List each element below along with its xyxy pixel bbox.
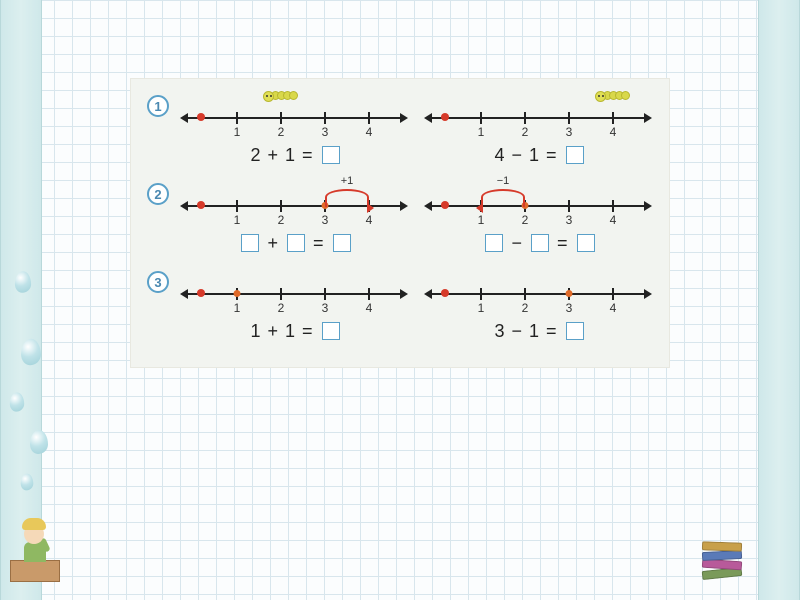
books-illustration (702, 536, 748, 578)
tick-label: 1 (478, 213, 485, 227)
tick-label: 3 (566, 125, 573, 139)
equation-text: 1 (529, 145, 540, 165)
equation-text: + (261, 233, 285, 253)
equation: + = (181, 233, 411, 254)
answer-box[interactable] (485, 234, 503, 252)
caterpillar-icon (595, 91, 630, 102)
equation-text: 4 (494, 145, 505, 165)
droplet-icon (15, 271, 31, 293)
answer-box[interactable] (566, 322, 584, 340)
tick-label: 4 (610, 125, 617, 139)
equation: − = (425, 233, 655, 254)
exercise-badge: 3 (147, 271, 169, 293)
answer-box[interactable] (531, 234, 549, 252)
worksheet-panel: 112342 + 1 = 12344 − 1 = 21234+1 + = 123… (130, 78, 670, 368)
tick-label: 2 (278, 301, 285, 315)
jump-arc (325, 189, 369, 207)
answer-box[interactable] (322, 146, 340, 164)
tick-label: 3 (322, 301, 329, 315)
tick-label: 1 (234, 213, 241, 227)
equation: 4 − 1 = (425, 145, 655, 166)
droplet-icon (21, 339, 41, 365)
exercise-panel: 1 2 3 4 −1 − = (425, 177, 655, 265)
student-illustration (6, 512, 64, 582)
exercise-badge: 1 (147, 95, 169, 117)
tick-label: 4 (610, 301, 617, 315)
droplet-icon (30, 430, 48, 454)
exercise-badge: 2 (147, 183, 169, 205)
equation-text: = (307, 233, 331, 253)
tick-label: 3 (566, 213, 573, 227)
tick-label: 2 (522, 301, 529, 315)
answer-box[interactable] (577, 234, 595, 252)
answer-box[interactable] (322, 322, 340, 340)
arc-label: −1 (497, 175, 510, 187)
tick-label: 3 (322, 213, 329, 227)
tick-label: 2 (522, 213, 529, 227)
exercise-panel: 12343 − 1 = (425, 265, 655, 353)
equation-text: = (296, 321, 320, 341)
book-icon (702, 550, 742, 561)
droplet-icon (21, 474, 34, 491)
tick-label: 3 (322, 125, 329, 139)
equation-text: 3 (494, 321, 505, 341)
tick-label: 4 (610, 213, 617, 227)
equation: 3 − 1 = (425, 321, 655, 342)
marker-dot (566, 290, 573, 297)
exercise-panel: 12341 + 1 = (181, 265, 411, 353)
arc-label: +1 (341, 175, 354, 187)
droplet-icon (10, 392, 24, 411)
jump-arc (481, 189, 525, 207)
exercise-panel: 12344 − 1 = (425, 89, 655, 177)
marker-dot (234, 290, 241, 297)
equation-text: − (505, 233, 529, 253)
equation-text: 1 (250, 321, 261, 341)
equation-text: + (261, 321, 285, 341)
equation: 2 + 1 = (181, 145, 411, 166)
right-border-bar (758, 0, 800, 600)
tick-label: 2 (278, 125, 285, 139)
tick-label: 4 (366, 213, 373, 227)
equation-text: + (261, 145, 285, 165)
equation-text: = (540, 145, 564, 165)
equation-text: 1 (285, 321, 296, 341)
equation-text: − (505, 145, 529, 165)
exercise-panel: 12342 + 1 = (181, 89, 411, 177)
equation-text: = (551, 233, 575, 253)
equation-text: 1 (529, 321, 540, 341)
tick-label: 1 (234, 125, 241, 139)
tick-label: 2 (522, 125, 529, 139)
exercise-panel: 1 2 3 4 +1 + = (181, 177, 411, 265)
tick-label: 1 (234, 301, 241, 315)
book-icon (702, 541, 742, 551)
tick-label: 4 (366, 125, 373, 139)
tick-label: 1 (478, 301, 485, 315)
tick-label: 3 (566, 301, 573, 315)
answer-box[interactable] (287, 234, 305, 252)
equation-text: − (505, 321, 529, 341)
equation-text: 1 (285, 145, 296, 165)
equation: 1 + 1 = (181, 321, 411, 342)
tick-label: 1 (478, 125, 485, 139)
tick-label: 2 (278, 213, 285, 227)
caterpillar-icon (263, 91, 298, 102)
equation-text: = (296, 145, 320, 165)
equation-text: = (540, 321, 564, 341)
tick-label: 4 (366, 301, 373, 315)
equation-text: 2 (250, 145, 261, 165)
answer-box[interactable] (333, 234, 351, 252)
answer-box[interactable] (241, 234, 259, 252)
left-border-bar (0, 0, 42, 600)
answer-box[interactable] (566, 146, 584, 164)
